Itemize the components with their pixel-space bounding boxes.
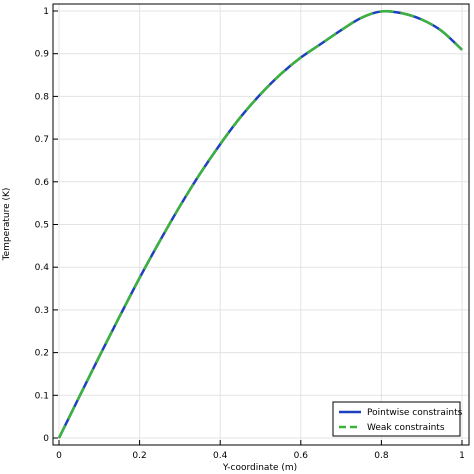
y-tick-label: 0.2 <box>35 349 49 359</box>
y-tick-label: 0.6 <box>35 178 50 188</box>
y-tick-label: 0.9 <box>35 50 50 60</box>
x-tick-label: 0.4 <box>213 451 228 461</box>
y-tick-label: 0 <box>43 434 49 444</box>
y-tick-label: 1 <box>43 7 49 17</box>
y-tick-label: 0.8 <box>35 92 50 102</box>
y-axis-title: Temperature (K) <box>2 188 12 262</box>
y-tick-label: 0.5 <box>35 221 49 231</box>
x-tick-label: 0.8 <box>374 451 389 461</box>
x-tick-label: 0.6 <box>294 451 309 461</box>
y-tick-label: 0.1 <box>35 391 49 401</box>
x-tick-label: 0.2 <box>132 451 146 461</box>
legend-label-pointwise: Pointwise constraints <box>367 408 463 418</box>
y-axis-ticks: 0 0.1 0.2 0.3 0.4 0.5 0.6 0.7 0.8 0.9 1 <box>35 7 58 444</box>
series-lines <box>57 9 463 439</box>
series-line-weak <box>57 9 463 439</box>
x-tick-label: 1 <box>459 451 465 461</box>
legend: Pointwise constraints Weak constraints <box>332 401 463 437</box>
x-axis-title: Y-coordinate (m) <box>222 463 297 473</box>
legend-box <box>332 401 461 437</box>
grid <box>53 4 469 445</box>
legend-label-weak: Weak constraints <box>367 423 445 433</box>
x-axis-ticks: 0 0.2 0.4 0.6 0.8 1 <box>56 440 465 461</box>
y-tick-label: 0.3 <box>35 306 49 316</box>
y-tick-label: 0.4 <box>35 263 50 273</box>
x-tick-label: 0 <box>56 451 62 461</box>
y-tick-label: 0.7 <box>35 135 49 145</box>
